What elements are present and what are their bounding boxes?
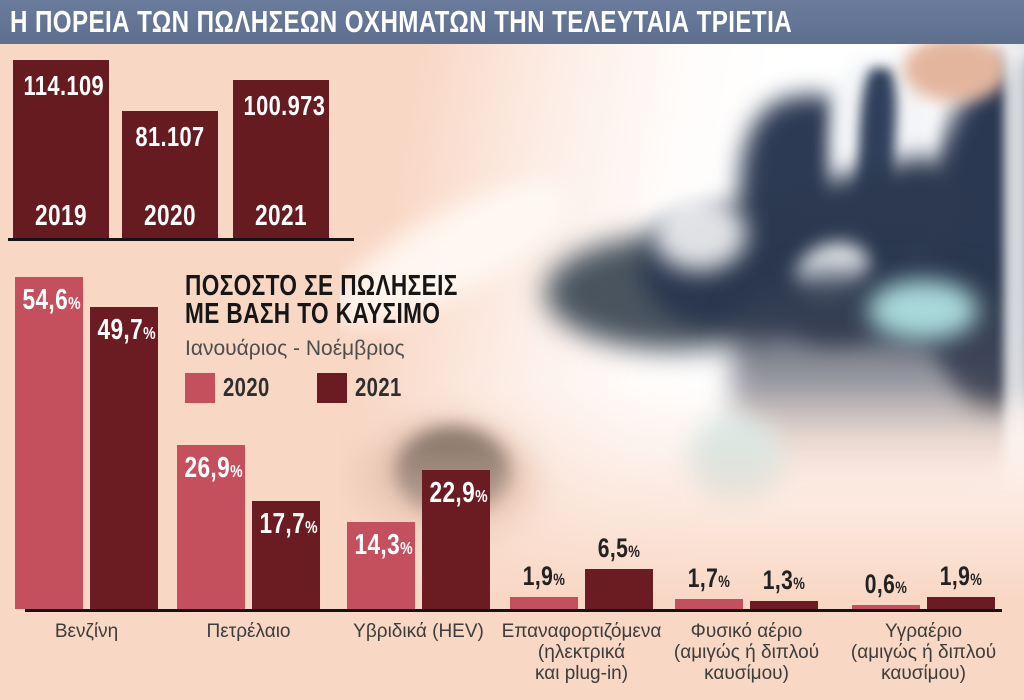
annual-bar-2019: 114.109 2019 <box>13 60 109 238</box>
fuel-bar-label: 14,3% <box>354 529 413 561</box>
fuel-bar-label: 1,7% <box>687 563 731 593</box>
legend-swatch-2020 <box>185 372 215 403</box>
annual-sales-chart: 114.109 2019 81.107 2020 100.973 2021 <box>8 52 354 241</box>
photo-teal-glow-1 <box>868 280 978 340</box>
annual-bar-year: 2020 <box>144 200 196 232</box>
fuel-bar-2021 <box>585 569 653 609</box>
fuel-bar-2020 <box>510 597 578 609</box>
fuel-x-axis <box>25 609 1002 612</box>
legend-swatch-2021 <box>316 372 347 403</box>
fuel-bar-label: 49,7% <box>97 314 156 346</box>
annual-bar-value: 114.109 <box>23 70 105 101</box>
annual-x-axis <box>8 238 354 241</box>
background-photo <box>340 44 1024 612</box>
photo-fist-highlight <box>652 196 747 271</box>
fuel-category-label: Υβριδικά (HEV) <box>353 621 484 642</box>
section-title-line1: ΠΟΣΟΣΤΟ ΣΕ ΠΩΛΗΣΕΙΣ <box>185 270 458 302</box>
annual-bar-value: 100.973 <box>243 90 326 121</box>
annual-bar-2021: 100.973 2021 <box>233 80 329 238</box>
fuel-bar-label: 0,6% <box>864 569 908 599</box>
fuel-category-label: Υγραέριο (αμιγώς ή διπλού καυσίμου) <box>850 621 997 684</box>
fuel-category-label: Πετρέλαιο <box>206 621 291 642</box>
fuel-bar-label: 54,6% <box>22 284 81 316</box>
annual-bar-year: 2019 <box>35 200 87 232</box>
legend-label-2021: 2021 <box>354 372 402 402</box>
fuel-bar-2021 <box>927 597 995 609</box>
fuel-bar-2020 <box>177 445 245 609</box>
fuel-category-label: Φυσικό αέριο (αμιγώς ή διπλού καυσίμου) <box>673 621 820 684</box>
annual-bar-value: 81.107 <box>135 121 205 152</box>
photo-teal-glow-2 <box>688 416 783 501</box>
fuel-category-label: Επαναφορτιζόμενα (ηλεκτρικά και plug-in) <box>501 621 662 684</box>
annual-bar-2020: 81.107 2020 <box>122 111 218 238</box>
fuel-bar-2020 <box>675 599 743 609</box>
fuel-bar-label: 1,9% <box>522 561 566 591</box>
fuel-bar-label: 1,3% <box>762 565 806 595</box>
section-title-line2: ΜΕ ΒΑΣΗ ΤΟ ΚΑΥΣΙΜΟ <box>185 298 441 330</box>
fuel-bar-2020 <box>852 605 920 609</box>
fuel-bar-label: 22,9% <box>429 477 488 509</box>
page-title: Η ΠΟΡΕΙΑ ΤΩΝ ΠΩΛΗΣΕΩΝ ΟΧΗΜΑΤΩΝ ΤΗΝ ΤΕΛΕΥ… <box>10 4 793 39</box>
legend: 2020 2021 <box>185 372 535 403</box>
fuel-bar-label: 17,7% <box>259 508 318 540</box>
fuel-bar-2021 <box>90 307 158 609</box>
fuel-bar-label: 26,9% <box>184 452 243 484</box>
annual-bar-year: 2021 <box>255 200 307 232</box>
section-subtitle: Ιανουάριος - Νοέμβριος <box>185 337 405 360</box>
fuel-bar-2020 <box>15 277 83 609</box>
fuel-chart-header: ΠΟΣΟΣΤΟ ΣΕ ΠΩΛΗΣΕΙΣ ΜΕ ΒΑΣΗ ΤΟ ΚΑΥΣΙΜΟ Ι… <box>185 272 535 403</box>
fuel-bar-label: 1,9% <box>939 561 983 591</box>
legend-label-2020: 2020 <box>223 372 270 402</box>
fuel-bar-2021 <box>252 501 320 609</box>
header-bar: Η ΠΟΡΕΙΑ ΤΩΝ ΠΩΛΗΣΕΩΝ ΟΧΗΜΑΤΩΝ ΤΗΝ ΤΕΛΕΥ… <box>0 0 1024 44</box>
photo-right-edge <box>1004 44 1024 612</box>
photo-chin <box>903 44 1008 102</box>
fuel-bar-2020 <box>347 522 415 609</box>
fuel-category-label: Βενζίνη <box>54 621 119 642</box>
fuel-bar-label: 6,5% <box>597 533 641 563</box>
fuel-bar-2021 <box>750 601 818 609</box>
fuel-bar-2021 <box>422 470 490 609</box>
